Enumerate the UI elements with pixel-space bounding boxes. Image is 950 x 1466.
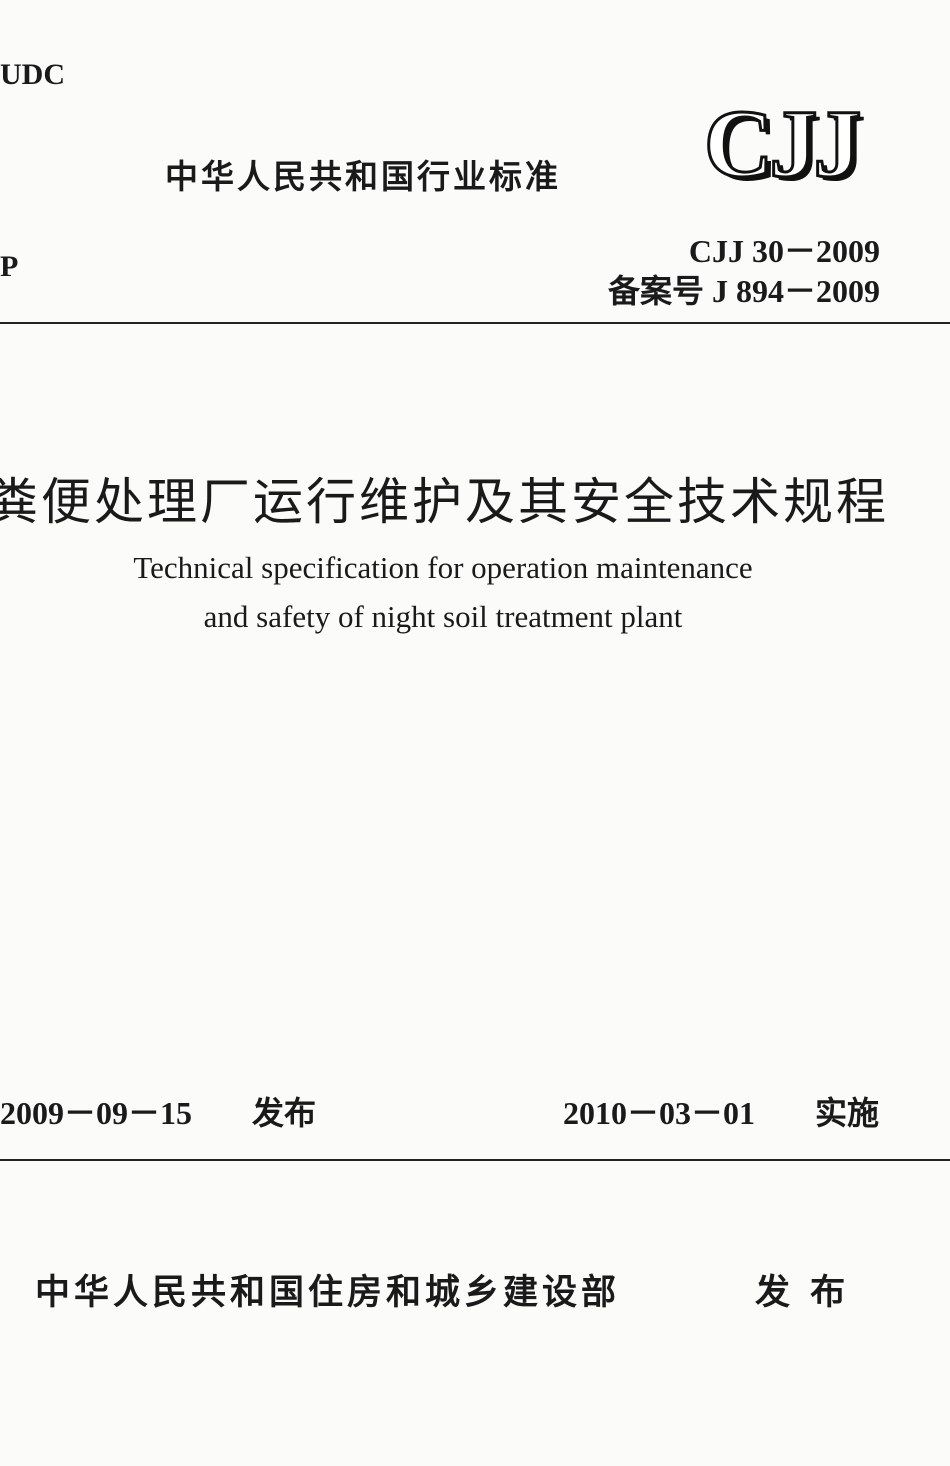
issued-date: 2009－09－15 xyxy=(0,1095,193,1131)
issued-label: 发布 xyxy=(252,1094,317,1132)
category: 中华人民共和国行业标准 xyxy=(165,157,561,196)
effective-label: 实施 xyxy=(815,1094,880,1132)
rule xyxy=(0,1159,950,1161)
logo: CJJ xyxy=(702,89,862,199)
title-zh: 粪便处理厂运行维护及其安全技术规程 xyxy=(0,474,889,530)
record-number: 备案号 J 894－2009 xyxy=(607,273,880,309)
issuer: 中华人民共和国住房和城乡建设部 xyxy=(35,1273,621,1313)
title-en: Technical specification for operation ma… xyxy=(133,550,753,585)
effective-date: 2010－03－01 xyxy=(563,1095,756,1131)
code: CJJ 30－2009 xyxy=(688,233,880,269)
udc: UDC xyxy=(0,58,65,91)
rule xyxy=(0,322,950,324)
classification: P xyxy=(0,250,19,283)
issuer-label: 发 布 xyxy=(755,1273,850,1313)
title-en: and safety of night soil treatment plant xyxy=(203,599,683,634)
